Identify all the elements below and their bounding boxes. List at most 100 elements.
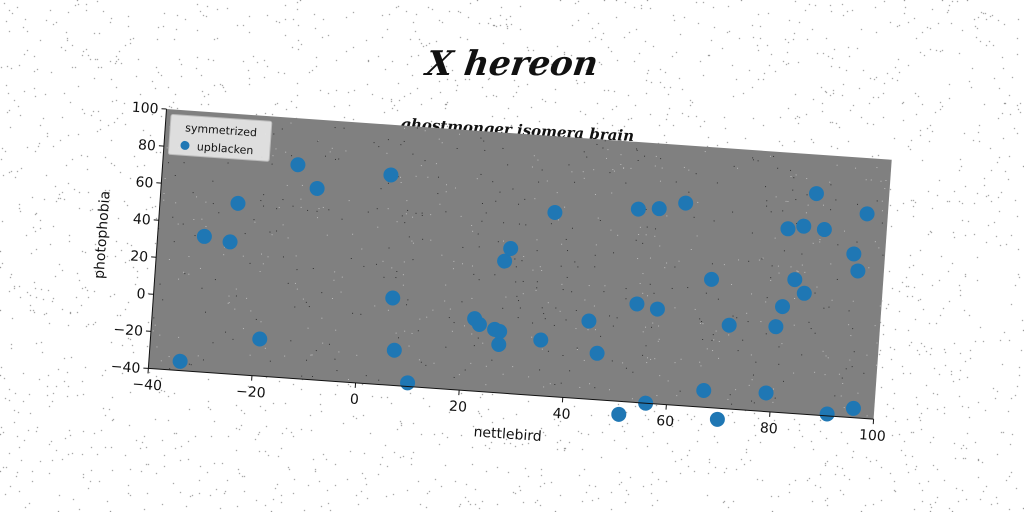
speckle <box>531 336 533 338</box>
speckle <box>473 273 475 275</box>
data-point <box>850 263 866 279</box>
speckle <box>444 300 446 302</box>
speckle <box>456 147 458 150</box>
speckle <box>269 231 271 233</box>
speckle <box>712 349 714 352</box>
speckle <box>163 192 165 195</box>
speckle <box>593 169 595 171</box>
speckle <box>305 301 307 303</box>
speckle <box>571 227 573 229</box>
speckle <box>471 224 473 227</box>
speckle <box>770 211 772 213</box>
speckle <box>214 279 216 281</box>
speckle <box>373 142 375 144</box>
speckle <box>661 167 663 169</box>
speckle <box>159 334 161 336</box>
speckle <box>801 354 803 356</box>
speckle <box>420 165 422 167</box>
x-tick-label: 0 <box>349 392 359 409</box>
speckle <box>461 263 464 265</box>
speckle <box>822 204 825 206</box>
speckle <box>307 327 309 329</box>
speckle <box>152 330 154 332</box>
speckle <box>246 297 248 299</box>
speckle <box>290 122 292 124</box>
speckle <box>228 302 230 304</box>
speckle <box>485 384 487 386</box>
speckle <box>543 386 545 388</box>
speckle <box>296 269 298 271</box>
speckle <box>331 297 334 300</box>
speckle <box>305 359 308 361</box>
data-points <box>172 157 875 427</box>
speckle <box>235 288 237 290</box>
speckle <box>649 257 652 259</box>
speckle <box>260 253 263 255</box>
speckle <box>613 252 615 254</box>
speckle <box>167 162 169 164</box>
speckle <box>531 166 533 168</box>
speckle <box>408 236 410 238</box>
speckle <box>430 214 432 216</box>
speckle <box>623 167 625 169</box>
speckle <box>560 382 562 384</box>
speckle <box>448 317 450 319</box>
speckle <box>620 154 622 156</box>
speckle <box>507 164 509 166</box>
speckle <box>848 310 850 312</box>
speckle <box>589 383 591 385</box>
speckle <box>321 292 323 294</box>
speckle <box>823 307 825 309</box>
speckle <box>594 193 597 196</box>
speckle <box>315 350 317 352</box>
speckle <box>874 241 876 243</box>
speckle <box>639 282 641 285</box>
speckle <box>284 355 286 357</box>
speckle <box>782 380 785 382</box>
speckle <box>416 127 418 129</box>
speckle <box>260 200 262 202</box>
speckle <box>522 280 524 282</box>
speckle <box>300 206 302 208</box>
speckle <box>751 379 753 381</box>
speckle <box>350 257 352 260</box>
speckle <box>700 365 702 367</box>
speckle <box>830 184 832 186</box>
speckle <box>790 175 792 178</box>
speckle <box>796 270 798 272</box>
speckle <box>569 370 571 372</box>
speckle <box>797 271 799 273</box>
speckle <box>760 320 762 323</box>
speckle <box>378 379 380 381</box>
speckle <box>421 212 423 214</box>
data-point <box>678 195 694 211</box>
speckle <box>168 258 170 261</box>
speckle <box>182 223 184 225</box>
speckle <box>538 181 540 183</box>
speckle <box>471 297 473 299</box>
speckle <box>316 217 319 219</box>
speckle <box>642 354 644 356</box>
data-point <box>230 195 246 211</box>
speckle <box>537 159 539 161</box>
speckle <box>582 171 584 173</box>
speckle <box>596 143 598 145</box>
speckle <box>857 392 859 394</box>
speckle <box>516 295 518 297</box>
speckle <box>680 358 682 360</box>
speckle <box>770 279 772 282</box>
speckle <box>761 258 763 260</box>
speckle <box>554 383 556 386</box>
speckle <box>654 235 656 237</box>
legend-title: symmetrized <box>185 121 258 139</box>
speckle <box>205 226 207 228</box>
speckle <box>785 200 787 202</box>
speckle <box>850 335 852 337</box>
speckle <box>361 248 363 250</box>
speckle <box>536 281 538 283</box>
speckle <box>637 159 639 162</box>
speckle <box>452 268 454 270</box>
data-point <box>709 411 725 427</box>
speckle <box>595 244 597 246</box>
data-point <box>492 324 508 340</box>
